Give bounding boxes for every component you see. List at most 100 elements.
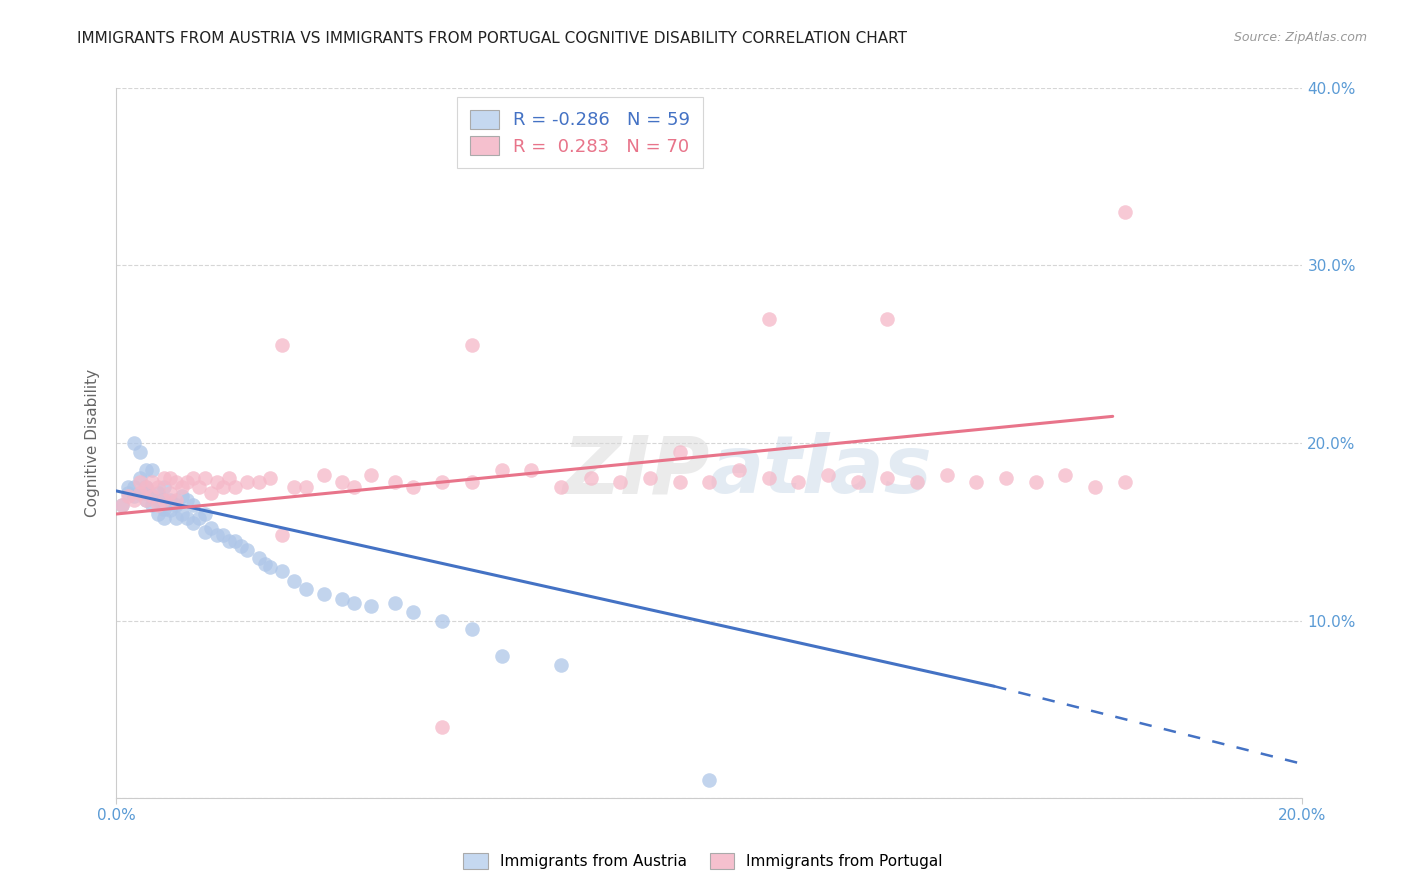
Point (699, 475, 721, 489)
Point (330, 592, 353, 607)
Point (141, 475, 163, 489)
Point (165, 475, 187, 489)
Point (111, 498, 134, 512)
Point (152, 492, 174, 507)
Point (218, 533, 240, 548)
Point (146, 492, 169, 507)
Point (271, 338, 294, 352)
Point (129, 485, 152, 500)
Point (229, 539, 252, 553)
Point (188, 480, 211, 494)
Point (236, 542, 259, 557)
Point (461, 475, 484, 489)
Point (152, 471, 174, 485)
Point (200, 485, 222, 500)
Point (295, 582, 318, 596)
Point (342, 480, 364, 494)
Point (152, 510, 174, 524)
Point (194, 471, 217, 485)
Point (1114, 205, 1136, 219)
Point (965, 475, 987, 489)
Point (236, 475, 259, 489)
Point (129, 475, 152, 489)
Point (668, 475, 690, 489)
Point (312, 587, 335, 601)
Point (194, 524, 217, 539)
Point (212, 528, 235, 542)
Point (520, 462, 543, 476)
Point (638, 471, 661, 485)
Point (295, 480, 318, 494)
Point (135, 492, 157, 507)
Point (135, 492, 157, 507)
Point (165, 498, 187, 512)
Point (1084, 480, 1107, 494)
Point (183, 471, 205, 485)
Text: ZIP: ZIP (562, 433, 710, 510)
Point (159, 503, 181, 517)
Point (247, 551, 270, 566)
Point (135, 480, 157, 494)
Point (117, 489, 139, 503)
Point (218, 471, 240, 485)
Point (1025, 475, 1047, 489)
Point (146, 498, 169, 512)
Point (994, 471, 1017, 485)
Point (432, 475, 454, 489)
Point (170, 489, 193, 503)
Point (170, 507, 193, 521)
Point (135, 480, 157, 494)
Point (176, 492, 198, 507)
Point (176, 510, 198, 524)
Point (224, 533, 246, 548)
Point (360, 467, 382, 482)
Point (122, 492, 145, 507)
Point (846, 475, 869, 489)
Point (1114, 475, 1136, 489)
Point (283, 574, 305, 589)
Point (146, 485, 169, 500)
Point (152, 480, 174, 494)
Point (117, 485, 139, 500)
Point (122, 480, 145, 494)
Point (283, 480, 305, 494)
Point (146, 480, 169, 494)
Point (129, 471, 152, 485)
Point (817, 467, 839, 482)
Point (159, 471, 181, 485)
Point (579, 471, 602, 485)
Point (402, 605, 425, 619)
Point (165, 492, 187, 507)
Point (152, 501, 174, 516)
Point (402, 480, 425, 494)
Point (183, 498, 205, 512)
Point (141, 489, 163, 503)
Point (432, 614, 454, 628)
Point (141, 498, 163, 512)
Point (253, 557, 276, 571)
Point (360, 599, 382, 614)
Point (384, 475, 406, 489)
Legend: Immigrants from Austria, Immigrants from Portugal: Immigrants from Austria, Immigrants from… (457, 847, 949, 875)
Text: IMMIGRANTS FROM AUSTRIA VS IMMIGRANTS FROM PORTUGAL COGNITIVE DISABILITY CORRELA: IMMIGRANTS FROM AUSTRIA VS IMMIGRANTS FR… (77, 31, 907, 46)
Point (384, 596, 406, 610)
Point (271, 528, 294, 542)
Point (550, 657, 572, 672)
Point (787, 475, 810, 489)
Point (550, 480, 572, 494)
Point (491, 462, 513, 476)
Point (188, 510, 211, 524)
Point (609, 475, 631, 489)
Point (129, 485, 152, 500)
Point (170, 480, 193, 494)
Point (135, 462, 157, 476)
Point (342, 596, 364, 610)
Point (461, 338, 484, 352)
Point (159, 485, 181, 500)
Point (194, 507, 217, 521)
Point (141, 489, 163, 503)
Point (728, 462, 751, 476)
Point (876, 471, 898, 485)
Point (129, 445, 152, 459)
Point (259, 560, 281, 574)
